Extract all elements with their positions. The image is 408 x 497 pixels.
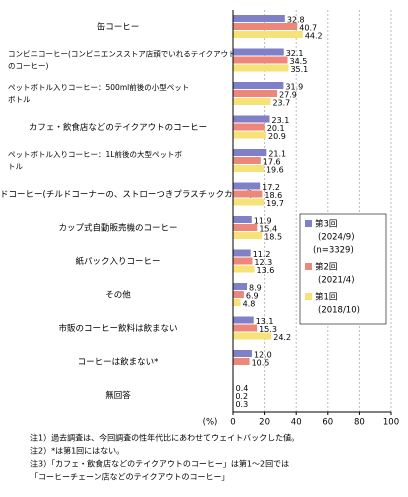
note: 「コーヒーチェーン店などのテイクアウトのコーヒー」 bbox=[30, 472, 229, 482]
value-label: 18.5 bbox=[264, 233, 282, 242]
value-label: 44.2 bbox=[305, 32, 323, 41]
bar bbox=[233, 283, 247, 290]
x-tick-label: 100 bbox=[383, 418, 399, 428]
legend-swatch bbox=[305, 293, 312, 300]
note: 注3）「カフェ・飲食店などのテイクアウトのコーヒー」は第1～2回では bbox=[30, 459, 289, 469]
legend-swatch bbox=[305, 220, 312, 227]
category-label: 市販のコーヒー飲料は飲まない bbox=[58, 323, 177, 334]
value-label: 19.6 bbox=[266, 166, 284, 175]
bar bbox=[233, 232, 262, 239]
category-label: 紙パック入りコーヒー bbox=[75, 256, 160, 267]
bar bbox=[233, 350, 252, 357]
bar bbox=[233, 317, 254, 324]
legend-n: (n=3329) bbox=[313, 246, 354, 256]
legend-label: 第3回 bbox=[315, 219, 337, 230]
legend-period: (2021/4) bbox=[318, 276, 355, 286]
category-label: ペットボトル入りコーヒー：500ml前後の小型ペット bbox=[8, 82, 189, 92]
bar bbox=[233, 325, 257, 332]
category-label: 缶コーヒー bbox=[97, 21, 140, 32]
value-label: 4.8 bbox=[243, 300, 256, 309]
category-label: ボトル bbox=[8, 95, 31, 104]
x-axis-label: (%) bbox=[203, 418, 218, 428]
bar bbox=[233, 124, 265, 131]
legend-label: 第2回 bbox=[315, 262, 337, 273]
bar bbox=[233, 49, 284, 56]
x-tick-label: 80 bbox=[354, 418, 365, 428]
category-label: コーヒーは飲まない* bbox=[78, 356, 159, 367]
category-label: その他 bbox=[105, 289, 131, 300]
value-label: 20.9 bbox=[268, 132, 286, 141]
value-label: 35.1 bbox=[290, 65, 308, 74]
legend: 第3回 (2024/9) (n=3329) 第2回 (2021/4) 第1回 (2018/1… bbox=[300, 214, 386, 324]
value-label: 19.7 bbox=[266, 199, 284, 208]
note: 注2）*は第1回にはない。 bbox=[30, 446, 124, 456]
bar bbox=[233, 57, 288, 64]
bar bbox=[233, 132, 266, 139]
bar bbox=[233, 291, 244, 298]
legend-swatch bbox=[305, 263, 312, 270]
category-label: のコーヒー) bbox=[8, 61, 48, 70]
value-label: 24.2 bbox=[273, 333, 291, 342]
value-label: 10.5 bbox=[252, 359, 270, 368]
bar bbox=[233, 250, 251, 257]
x-tick-label: 40 bbox=[291, 418, 302, 428]
legend-period: (2024/9) bbox=[318, 233, 355, 243]
category-label: カップ式自動販売機のコーヒー bbox=[58, 222, 177, 233]
bar bbox=[233, 23, 297, 30]
bar bbox=[233, 266, 254, 273]
bar bbox=[233, 90, 277, 97]
bar bbox=[233, 224, 257, 231]
category-label: チルドコーヒー(チルドコーナーの、ストローつきプラスチックカップ) bbox=[0, 190, 253, 200]
bar bbox=[233, 358, 250, 365]
x-tick-label: 20 bbox=[259, 418, 270, 428]
value-label: 0.3 bbox=[235, 400, 248, 409]
bar bbox=[233, 149, 266, 156]
x-tick-label: 60 bbox=[322, 418, 333, 428]
category-label: 無回答 bbox=[105, 390, 131, 401]
value-label: 23.7 bbox=[272, 99, 290, 108]
note: 注1）過去調査は、今回調査の性年代比にあわせてウェイトバックした値。 bbox=[30, 433, 299, 443]
category-label: トル bbox=[8, 162, 23, 171]
legend-label: 第1回 bbox=[315, 292, 337, 303]
bar bbox=[233, 191, 262, 198]
bar bbox=[233, 65, 288, 72]
bar bbox=[233, 82, 283, 89]
category-label: カフェ・飲食店などのテイクアウトのコーヒー bbox=[29, 122, 207, 133]
bar bbox=[233, 333, 271, 340]
bar bbox=[233, 299, 241, 306]
value-label: 13.6 bbox=[256, 266, 274, 275]
bar bbox=[233, 31, 303, 38]
bar bbox=[233, 183, 260, 190]
bar bbox=[233, 116, 269, 123]
bar bbox=[233, 15, 285, 22]
legend-period: (2018/10) bbox=[318, 306, 360, 316]
category-label: ペットボトル入りコーヒー：1L前後の大型ペットボ bbox=[8, 149, 182, 159]
category-label: コンビニコーヒー(コンビニエンスストア店頭でいれるテイクアウト bbox=[8, 48, 236, 58]
bar bbox=[233, 216, 252, 223]
bar bbox=[233, 199, 264, 206]
bar bbox=[233, 258, 252, 265]
bar bbox=[233, 165, 264, 172]
bar bbox=[233, 157, 261, 164]
x-tick-label: 0 bbox=[230, 418, 235, 428]
bar bbox=[233, 98, 270, 105]
